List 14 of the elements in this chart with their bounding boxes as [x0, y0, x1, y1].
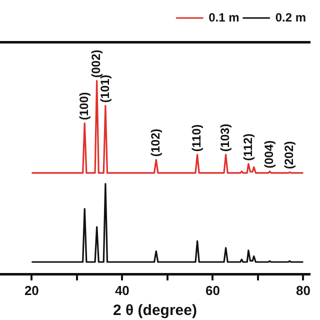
x-tick-label: 60: [205, 282, 220, 298]
annotation: (110): [190, 124, 204, 152]
annotation: (112): [240, 133, 255, 161]
legend-label: 0.2 m: [275, 10, 306, 24]
x-tick-label: 40: [114, 282, 130, 298]
x-axis-title: 2 θ (degree): [113, 302, 197, 320]
annotation: (100): [76, 92, 91, 120]
annotation: (103): [218, 124, 232, 152]
annotation: (004): [262, 140, 276, 168]
x-tick-label: 80: [296, 282, 310, 298]
annotation: (202): [282, 141, 296, 170]
legend-label: 0.1 m: [208, 10, 240, 24]
annotation: (102): [148, 128, 162, 157]
x-tick-label: 20: [24, 282, 39, 298]
